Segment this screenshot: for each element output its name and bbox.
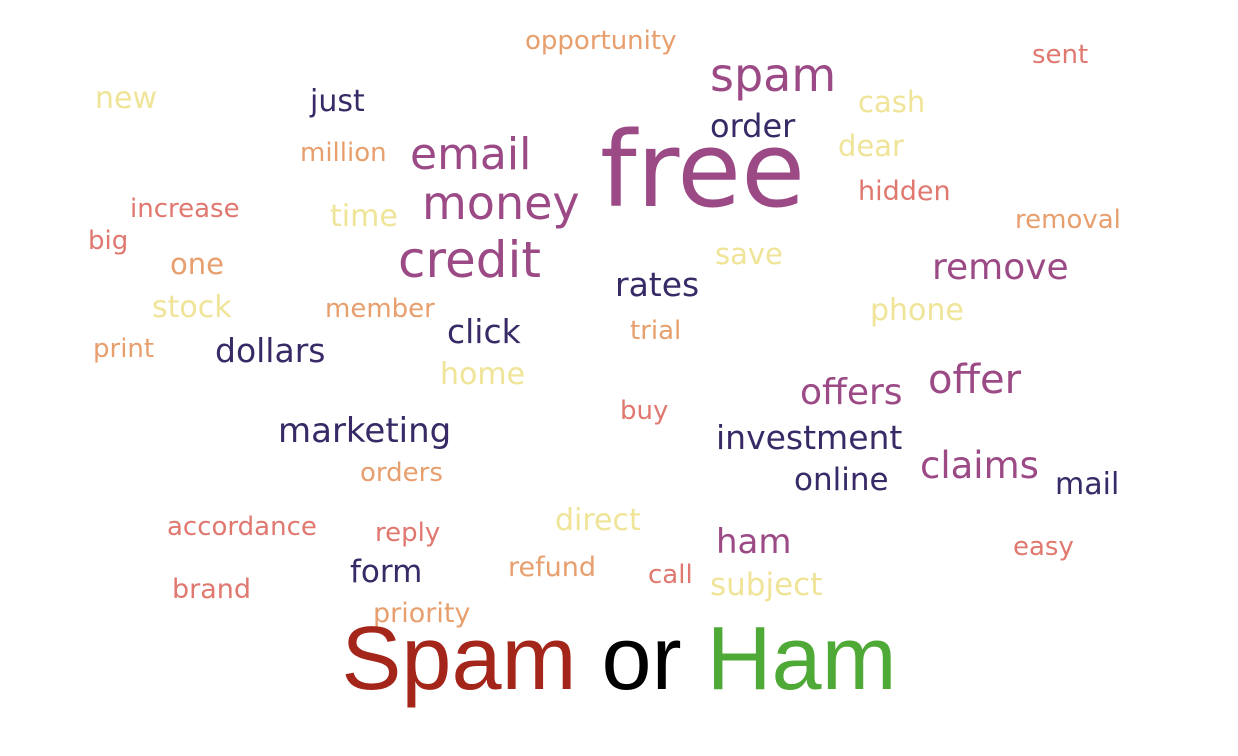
word-money: money (422, 176, 580, 230)
word-one: one (170, 247, 224, 281)
word-ham: ham (716, 522, 792, 562)
word-dear: dear (838, 129, 904, 163)
word-million: million (300, 138, 387, 168)
word-cash: cash (858, 85, 926, 119)
word-removal: removal (1015, 205, 1121, 235)
word-priority: priority (373, 598, 471, 629)
word-dollars: dollars (215, 331, 326, 370)
word-orders: orders (360, 458, 443, 488)
word-click: click (447, 312, 521, 351)
word-online: online (794, 462, 889, 498)
word-marketing: marketing (278, 411, 452, 451)
word-easy: easy (1013, 532, 1074, 562)
word-just: just (310, 84, 365, 119)
word-spam: spam (710, 48, 837, 102)
word-mail: mail (1055, 467, 1120, 502)
word-big: big (88, 226, 129, 256)
word-refund: refund (508, 552, 596, 583)
word-time: time (330, 199, 398, 234)
word-stock: stock (152, 290, 232, 325)
word-print: print (93, 334, 155, 364)
word-accordance: accordance (167, 512, 317, 542)
word-form: form (350, 554, 423, 590)
word-email: email (410, 129, 532, 180)
word-offer: offer (928, 357, 1022, 403)
word-credit: credit (398, 231, 541, 289)
word-remove: remove (932, 247, 1069, 288)
word-home: home (440, 357, 526, 392)
word-direct: direct (555, 503, 641, 538)
word-order: order (710, 107, 796, 145)
word-increase: increase (130, 194, 240, 224)
word-free: free (600, 109, 806, 231)
word-sent: sent (1032, 40, 1089, 70)
word-phone: phone (870, 293, 964, 328)
word-trial: trial (630, 316, 682, 346)
word-claims: claims (920, 444, 1039, 487)
word-buy: buy (620, 396, 669, 426)
word-opportunity: opportunity (525, 26, 677, 56)
caption-title: Spam or Ham (0, 612, 1238, 707)
caption-word-ham: Ham (706, 609, 897, 709)
word-save: save (715, 237, 783, 271)
word-brand: brand (172, 574, 252, 605)
word-hidden: hidden (858, 176, 951, 207)
word-member: member (325, 294, 435, 324)
word-reply: reply (375, 518, 441, 548)
word-new: new (95, 81, 158, 116)
word-offers: offers (800, 372, 903, 413)
word-subject: subject (710, 567, 823, 603)
word-investment: investment (716, 418, 903, 457)
word-rates: rates (615, 265, 700, 304)
word-call: call (648, 560, 693, 590)
caption-word-or: or (601, 609, 682, 709)
caption-word-spam: Spam (341, 609, 577, 709)
